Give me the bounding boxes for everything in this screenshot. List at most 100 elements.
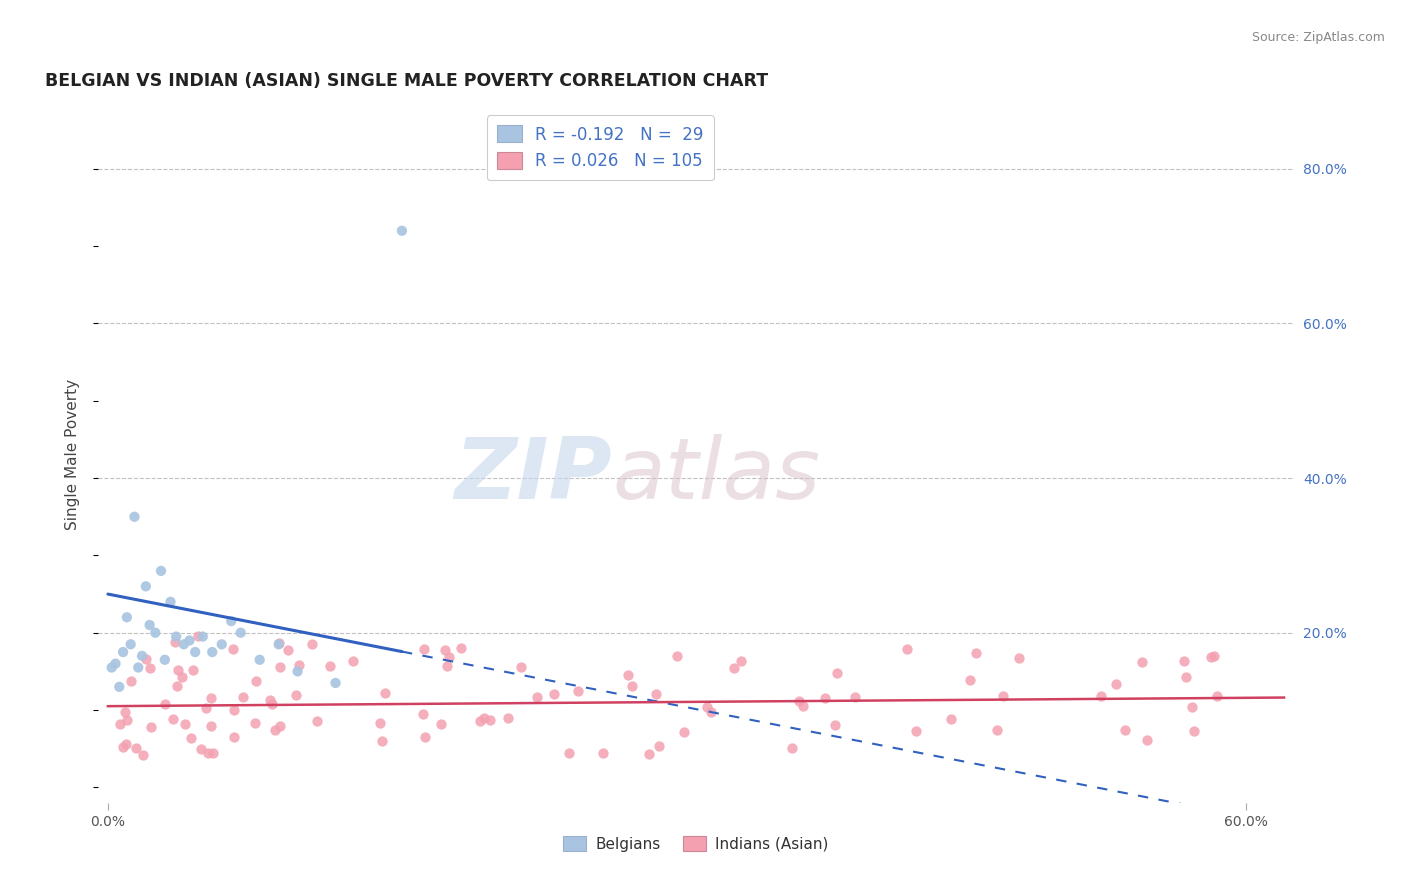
Point	[780, 740, 803, 755]
Point	[277, 642, 299, 657]
Point	[245, 673, 267, 688]
Point	[222, 730, 245, 744]
Point	[824, 718, 846, 732]
Point	[166, 680, 188, 694]
Point	[1008, 651, 1031, 665]
Point	[222, 642, 245, 657]
Point	[232, 690, 254, 705]
Point	[284, 688, 307, 702]
Point	[472, 711, 495, 725]
Point	[249, 653, 271, 667]
Point	[155, 697, 177, 711]
Point	[787, 694, 810, 708]
Point	[412, 706, 434, 721]
Point	[165, 630, 187, 644]
Point	[191, 630, 214, 644]
Point	[259, 693, 281, 707]
Point	[187, 629, 209, 643]
Point	[163, 635, 186, 649]
Point	[1136, 733, 1159, 747]
Point	[959, 673, 981, 688]
Point	[965, 646, 987, 660]
Point	[637, 747, 659, 761]
Point	[325, 676, 347, 690]
Point	[939, 712, 962, 726]
Point	[108, 717, 131, 731]
Point	[391, 224, 413, 238]
Point	[269, 719, 291, 733]
Point	[1206, 689, 1229, 703]
Point	[179, 633, 201, 648]
Point	[200, 719, 222, 733]
Point	[108, 680, 131, 694]
Point	[131, 648, 153, 663]
Point	[120, 637, 142, 651]
Point	[1130, 655, 1153, 669]
Point	[173, 717, 195, 731]
Point	[150, 564, 173, 578]
Point	[288, 658, 311, 673]
Point	[264, 723, 287, 738]
Point	[115, 713, 138, 727]
Point	[301, 637, 323, 651]
Point	[986, 723, 1008, 738]
Point	[115, 610, 138, 624]
Point	[219, 614, 242, 628]
Point	[211, 637, 233, 651]
Point	[1090, 689, 1112, 703]
Point	[450, 641, 472, 656]
Point	[1184, 723, 1206, 738]
Point	[567, 684, 589, 698]
Point	[1114, 723, 1136, 737]
Point	[201, 645, 224, 659]
Point	[468, 714, 491, 729]
Point	[153, 653, 176, 667]
Text: BELGIAN VS INDIAN (ASIAN) SINGLE MALE POVERTY CORRELATION CHART: BELGIAN VS INDIAN (ASIAN) SINGLE MALE PO…	[45, 72, 768, 90]
Point	[100, 660, 122, 674]
Point	[1105, 677, 1128, 691]
Point	[127, 660, 149, 674]
Point	[245, 715, 267, 730]
Point	[792, 699, 814, 714]
Point	[617, 668, 640, 682]
Point	[723, 661, 745, 675]
Point	[437, 649, 460, 664]
Point	[260, 697, 283, 711]
Point	[370, 734, 392, 748]
Point	[267, 637, 290, 651]
Point	[342, 654, 364, 668]
Point	[201, 746, 224, 760]
Point	[1173, 654, 1195, 668]
Point	[665, 649, 688, 664]
Point	[413, 730, 436, 744]
Point	[184, 645, 207, 659]
Text: Source: ZipAtlas.com: Source: ZipAtlas.com	[1251, 31, 1385, 45]
Point	[112, 645, 135, 659]
Point	[287, 665, 309, 679]
Point	[181, 663, 204, 677]
Point	[222, 703, 245, 717]
Point	[700, 706, 723, 720]
Point	[645, 687, 668, 701]
Point	[479, 713, 502, 727]
Text: ZIP: ZIP	[454, 434, 613, 517]
Point	[143, 625, 166, 640]
Point	[730, 654, 752, 668]
Point	[267, 635, 290, 649]
Point	[159, 595, 181, 609]
Point	[138, 618, 160, 632]
Point	[115, 737, 138, 751]
Point	[412, 641, 434, 656]
Point	[526, 690, 548, 704]
Point	[1199, 650, 1222, 665]
Point	[543, 687, 565, 701]
Point	[368, 715, 391, 730]
Point	[138, 660, 160, 674]
Point	[114, 705, 136, 719]
Point	[433, 643, 456, 657]
Point	[111, 739, 134, 754]
Point	[269, 660, 291, 674]
Legend: Belgians, Indians (Asian): Belgians, Indians (Asian)	[557, 830, 835, 858]
Point	[430, 717, 453, 731]
Point	[173, 637, 195, 651]
